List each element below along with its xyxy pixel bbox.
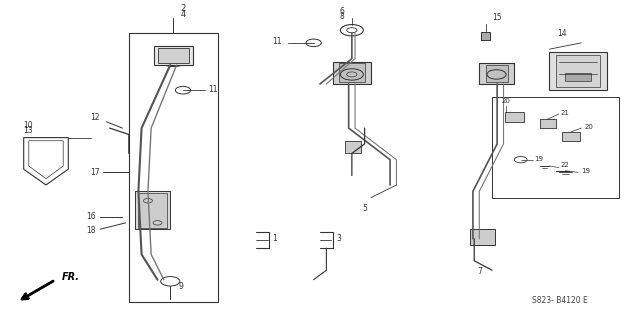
Bar: [481, 32, 490, 40]
Bar: [479, 63, 515, 84]
Bar: [138, 193, 167, 227]
Text: 1: 1: [272, 234, 277, 243]
Bar: [470, 229, 495, 245]
Text: 5: 5: [362, 204, 367, 213]
Bar: [154, 46, 193, 65]
Text: 8: 8: [340, 12, 345, 21]
Bar: [540, 119, 556, 128]
Bar: [135, 191, 170, 229]
Bar: [565, 73, 591, 81]
Text: 2: 2: [180, 4, 186, 13]
Text: 11: 11: [272, 37, 282, 46]
Text: 15: 15: [492, 13, 502, 22]
Text: 20: 20: [584, 123, 593, 130]
Text: 22: 22: [560, 162, 569, 168]
Text: 7: 7: [477, 267, 482, 276]
Text: 18: 18: [86, 226, 96, 235]
Text: 21: 21: [561, 110, 570, 116]
FancyArrowPatch shape: [22, 281, 53, 299]
Bar: [157, 48, 189, 63]
Text: 10: 10: [24, 121, 33, 130]
Text: 9: 9: [179, 282, 184, 291]
Text: 17: 17: [90, 168, 100, 177]
Bar: [333, 62, 371, 84]
Bar: [346, 141, 362, 153]
Text: 16: 16: [86, 212, 96, 221]
Text: FR.: FR.: [62, 271, 80, 282]
Text: 12: 12: [91, 113, 100, 122]
Text: 14: 14: [557, 29, 567, 38]
Bar: [505, 112, 524, 122]
Bar: [339, 63, 365, 82]
Bar: [129, 33, 218, 302]
Text: 3: 3: [336, 234, 341, 243]
Text: 4: 4: [180, 10, 186, 19]
Bar: [492, 97, 620, 197]
Text: 19: 19: [581, 168, 590, 174]
Text: 20: 20: [502, 99, 511, 104]
Bar: [562, 132, 580, 141]
Bar: [556, 56, 600, 87]
Text: S823- B4120 E: S823- B4120 E: [532, 296, 588, 305]
Text: 11: 11: [209, 85, 218, 94]
Text: 13: 13: [24, 126, 33, 135]
Text: 19: 19: [534, 156, 543, 162]
Bar: [549, 52, 607, 90]
Text: 6: 6: [340, 7, 345, 16]
Bar: [486, 65, 508, 82]
